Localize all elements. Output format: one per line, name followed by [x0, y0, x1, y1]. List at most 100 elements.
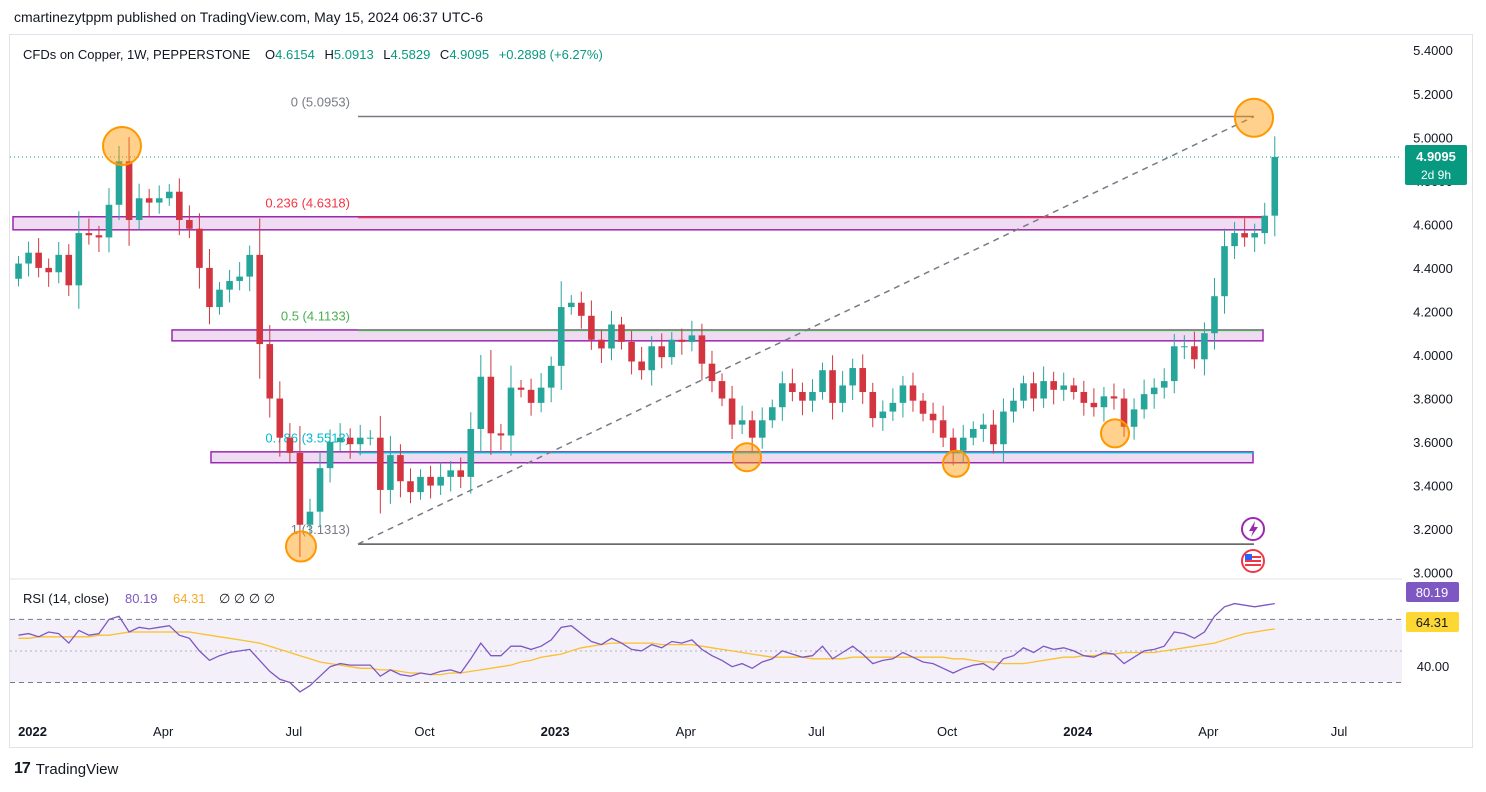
candle[interactable]: [407, 468, 414, 504]
lightning-icon[interactable]: [1241, 517, 1265, 541]
candle[interactable]: [1160, 368, 1168, 399]
candle[interactable]: [1181, 335, 1188, 360]
candle[interactable]: [889, 388, 897, 421]
candle[interactable]: [366, 430, 374, 446]
candle[interactable]: [1080, 380, 1088, 416]
candle[interactable]: [869, 382, 877, 428]
candle[interactable]: [748, 410, 756, 453]
highlight-circle-marker[interactable]: [1100, 418, 1130, 449]
candle[interactable]: [1060, 372, 1068, 401]
candle[interactable]: [909, 372, 917, 412]
candle[interactable]: [447, 460, 454, 492]
candle[interactable]: [758, 407, 766, 449]
candle[interactable]: [75, 211, 83, 309]
candle[interactable]: [829, 355, 836, 420]
candle[interactable]: [226, 269, 233, 303]
candle[interactable]: [497, 423, 505, 451]
candle[interactable]: [15, 255, 22, 287]
candle[interactable]: [55, 242, 63, 284]
candle[interactable]: [547, 356, 555, 403]
candle[interactable]: [457, 457, 465, 488]
candle[interactable]: [959, 424, 967, 462]
candle[interactable]: [1050, 371, 1057, 405]
candle[interactable]: [1040, 366, 1047, 408]
candle[interactable]: [1150, 378, 1158, 409]
candle[interactable]: [346, 428, 354, 459]
candle[interactable]: [186, 205, 193, 239]
candle[interactable]: [1221, 228, 1228, 314]
candle[interactable]: [618, 316, 625, 350]
candle[interactable]: [608, 310, 615, 361]
candle[interactable]: [638, 346, 645, 380]
candle[interactable]: [176, 178, 183, 236]
candle[interactable]: [588, 300, 595, 350]
candle[interactable]: [1170, 334, 1178, 394]
candle[interactable]: [316, 452, 324, 527]
candle[interactable]: [879, 400, 887, 431]
candle[interactable]: [1010, 387, 1017, 423]
candle[interactable]: [1000, 398, 1007, 463]
candle[interactable]: [919, 393, 927, 422]
candle[interactable]: [949, 428, 957, 466]
candle[interactable]: [537, 373, 545, 413]
candle[interactable]: [809, 379, 816, 412]
candle[interactable]: [155, 185, 163, 214]
highlight-circle-marker[interactable]: [1234, 97, 1274, 138]
candle[interactable]: [236, 262, 243, 291]
candle[interactable]: [678, 328, 686, 355]
candle[interactable]: [1130, 398, 1138, 440]
candle[interactable]: [517, 380, 525, 398]
candle[interactable]: [799, 382, 806, 416]
fib-trend-line[interactable]: [357, 115, 1255, 545]
candle[interactable]: [85, 218, 93, 245]
candle[interactable]: [1261, 202, 1269, 245]
candle[interactable]: [286, 423, 294, 463]
candle[interactable]: [557, 281, 565, 390]
candle[interactable]: [819, 362, 826, 400]
candle[interactable]: [296, 426, 304, 557]
candle[interactable]: [1191, 331, 1198, 369]
candle[interactable]: [668, 332, 676, 365]
candle[interactable]: [779, 371, 786, 421]
candle[interactable]: [397, 444, 404, 498]
candle[interactable]: [25, 241, 32, 277]
candle[interactable]: [929, 402, 937, 434]
candle[interactable]: [105, 188, 113, 253]
candle[interactable]: [336, 423, 344, 452]
candle[interactable]: [467, 412, 475, 494]
candle[interactable]: [135, 183, 143, 230]
candle[interactable]: [266, 325, 274, 418]
candle[interactable]: [939, 405, 947, 448]
candle[interactable]: [1140, 379, 1148, 419]
candle[interactable]: [356, 424, 364, 456]
candle[interactable]: [990, 410, 997, 454]
candle[interactable]: [246, 245, 253, 292]
candle[interactable]: [658, 333, 666, 369]
candle[interactable]: [1120, 388, 1128, 437]
candle[interactable]: [698, 323, 706, 381]
candle[interactable]: [1070, 377, 1078, 400]
candle[interactable]: [206, 248, 213, 325]
candle[interactable]: [578, 291, 585, 329]
candle[interactable]: [437, 462, 444, 495]
candle[interactable]: [628, 330, 635, 375]
candle[interactable]: [980, 413, 987, 442]
candle[interactable]: [95, 225, 103, 253]
candle[interactable]: [789, 368, 796, 402]
candle[interactable]: [899, 376, 907, 418]
candle[interactable]: [487, 349, 495, 455]
candle[interactable]: [1090, 388, 1098, 417]
candle[interactable]: [306, 498, 314, 536]
candle[interactable]: [969, 421, 977, 446]
candle[interactable]: [1251, 223, 1258, 253]
candle[interactable]: [527, 378, 535, 416]
candle[interactable]: [387, 435, 394, 504]
support-resistance-zone[interactable]: [171, 329, 1264, 342]
candle[interactable]: [145, 188, 153, 218]
candle[interactable]: [718, 373, 726, 407]
candle[interactable]: [1201, 322, 1208, 376]
candle[interactable]: [216, 282, 223, 315]
candle[interactable]: [1100, 386, 1108, 422]
candle[interactable]: [507, 365, 515, 456]
us-flag-icon[interactable]: [1241, 549, 1265, 573]
